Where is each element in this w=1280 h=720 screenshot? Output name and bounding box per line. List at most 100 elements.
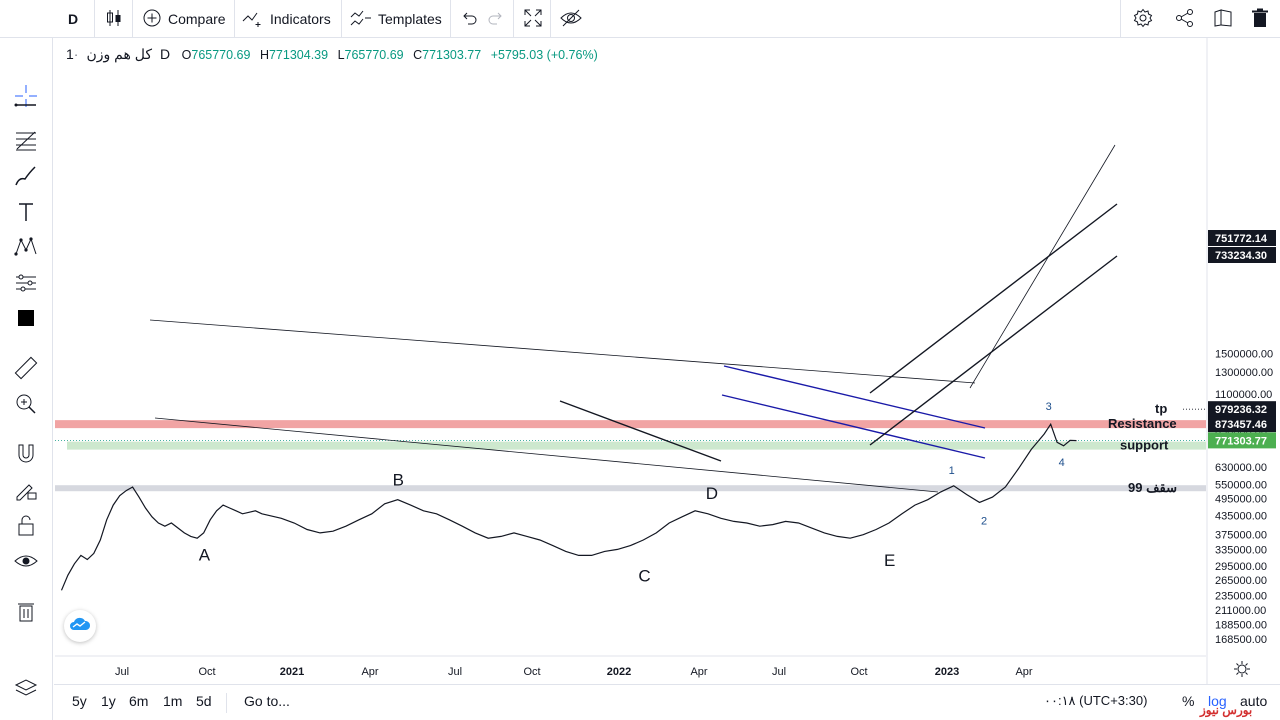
wave-label-A: A [199,545,211,564]
templates-icon [350,8,372,31]
axis-settings-button[interactable] [1233,660,1251,683]
x-tick-label: Apr [690,666,707,678]
high-label: H [259,48,269,62]
compare-label: Compare [168,11,226,27]
x-tick-label: 2022 [607,666,631,678]
indicators-icon [242,8,264,31]
lock-tool[interactable] [12,513,40,541]
ruler-tool[interactable] [12,356,40,384]
price-badge-2 [1208,432,1276,449]
price-badge-3 [1208,230,1276,246]
y-tick-label: 375000.00 [1215,530,1267,542]
y-tick-label: 830000.00 [1215,426,1267,438]
high-value: 771304.39 [268,48,329,62]
eye-icon [13,548,39,579]
indicators-button[interactable]: Indicators [242,0,331,38]
snapshot-button[interactable] [1213,0,1233,38]
range-6m[interactable]: 6m [129,693,149,709]
chart-style-button[interactable] [104,0,124,38]
wave-label-4: 4 [1059,457,1065,469]
templates-button[interactable]: Templates [350,0,442,38]
wave-label-1: 1 [949,465,955,477]
close-value: 771303.77 [422,48,482,62]
percent-toggle[interactable]: % [1182,693,1195,709]
y-tick-label: 265000.00 [1215,575,1267,587]
templates-label: Templates [378,11,442,27]
shape-tool[interactable] [12,306,40,334]
pattern-tool[interactable] [12,235,40,263]
symbol-name[interactable]: کل هم وزن [86,46,153,62]
visibility-tool[interactable] [12,549,40,577]
blue-channel-upper [723,365,986,429]
rising-channel-upper [869,203,1118,394]
level-label-0: Resistance [1108,416,1177,431]
wave-label-B: B [393,471,404,490]
price-badge-0 [1208,401,1276,418]
steep-trend-line [969,144,1116,389]
brush-tool[interactable] [12,164,40,192]
x-tick-label: Apr [361,666,378,678]
forecast-icon [13,270,39,301]
x-tick-label: Jul [115,666,129,678]
redo-button[interactable] [487,0,505,38]
object-tree-tool[interactable] [12,676,40,704]
hide-drawings-button[interactable] [559,0,583,38]
price-badge-label-4: 733234.30 [1215,250,1267,262]
range-5d[interactable]: 5d [196,693,212,709]
fib-tool[interactable] [12,128,40,156]
pattern-icon [13,234,39,265]
price-badge-4 [1208,247,1276,263]
tradingview-logo[interactable] [64,610,96,642]
compare-button[interactable]: Compare [142,0,226,38]
range-1y[interactable]: 1y [101,693,116,709]
range-1m[interactable]: 1m [163,693,183,709]
remove-drawings-tool[interactable] [12,599,40,627]
level-band-0[interactable] [55,420,1206,429]
price-badge-label-0: 979236.32 [1215,404,1267,416]
y-tick-label: 630000.00 [1215,462,1267,474]
price-badge-label-2: 771303.77 [1215,435,1267,447]
timezone-label[interactable]: ۰۰:۱۸ (UTC+3:30) [1044,693,1148,708]
share-button[interactable] [1175,0,1195,38]
symbol-dot: · [73,46,79,62]
text-icon [13,199,39,230]
target-label: tp [1155,401,1167,416]
remove-button[interactable] [1251,0,1269,38]
price-badge-label-1: 873457.46 [1215,419,1267,431]
y-tick-label: 550000.00 [1215,480,1267,492]
level-band-1[interactable] [67,441,1206,450]
brush-icon [13,163,39,194]
price-badge-label-3: 751772.14 [1215,233,1268,245]
close-label: C [413,48,423,62]
undo-button[interactable] [460,0,478,38]
line-icon [13,92,39,123]
stay-drawing-tool[interactable] [12,478,40,506]
goto-button[interactable]: Go to... [244,693,290,709]
y-tick-label: 335000.00 [1215,544,1267,556]
range-5y[interactable]: 5y [72,693,87,709]
symbol-interval: 1D [66,46,171,62]
level-label-2: سقف 99 [1128,480,1177,495]
log-toggle[interactable]: log [1208,693,1227,709]
symbol-legend: کل هم وزن·1D O765770.69 H771304.39 L7657… [66,46,598,63]
price-series-line [60,422,1077,591]
prediction-tool[interactable] [12,271,40,299]
interval-button[interactable]: D [68,0,78,38]
settings-button[interactable] [1133,0,1153,38]
trendline-tool[interactable] [12,93,40,121]
level-band-2[interactable] [55,485,1206,492]
fullscreen-button[interactable] [523,0,543,38]
text-tool[interactable] [12,200,40,228]
candles-icon [104,8,124,31]
x-tick-label: Jul [448,666,462,678]
y-tick-label: 435000.00 [1215,510,1267,522]
magnet-tool[interactable] [12,442,40,470]
x-tick-label: 2023 [935,666,959,678]
drawing-toolbar [0,38,53,720]
y-tick-label: 1500000.00 [1215,348,1273,360]
layers-icon [13,675,39,706]
zoom-tool[interactable] [12,392,40,420]
wave-label-C: C [638,566,650,585]
auto-toggle[interactable]: auto [1240,693,1268,709]
